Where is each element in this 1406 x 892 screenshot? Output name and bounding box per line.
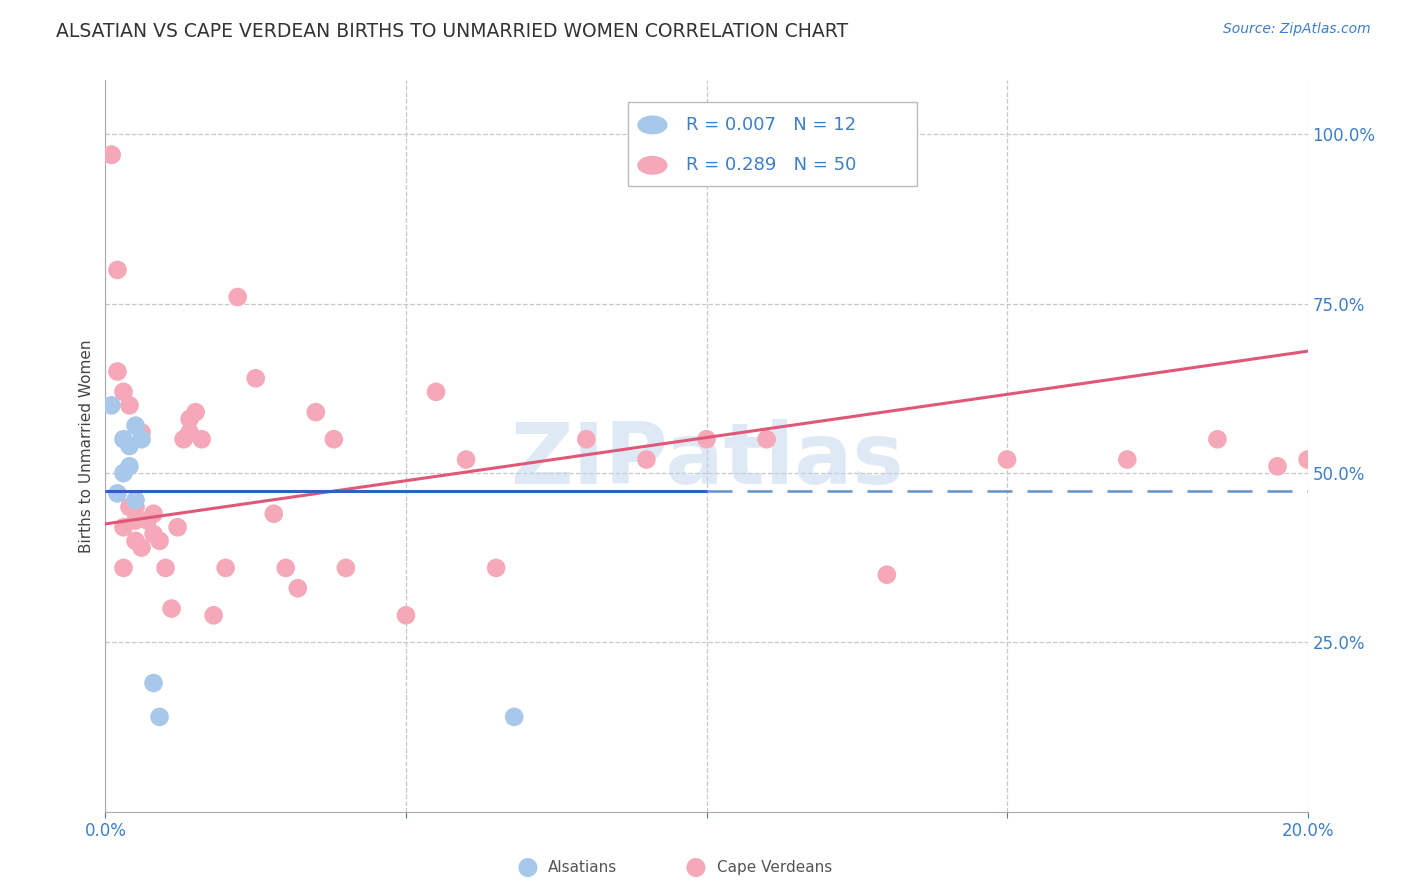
Point [503,710,526,724]
Text: R = 0.007   N = 12: R = 0.007 N = 12 [686,116,856,134]
Point [190,432,212,446]
Point [107,486,129,500]
Point [214,561,236,575]
Point [136,514,159,528]
Y-axis label: Births to Unmarried Women: Births to Unmarried Women [79,339,94,553]
Point [425,384,447,399]
Point [131,425,153,440]
Text: Alsatians: Alsatians [548,860,617,874]
Point [305,405,328,419]
Text: ●: ● [685,855,707,879]
Point [112,466,135,480]
Circle shape [638,156,666,174]
Point [1296,452,1319,467]
Point [485,561,508,575]
Point [226,290,249,304]
Point [112,520,135,534]
Point [118,439,141,453]
Point [202,608,225,623]
Point [112,384,135,399]
Point [322,432,344,446]
Point [118,500,141,514]
Point [395,608,418,623]
Point [166,520,188,534]
Point [184,405,207,419]
Point [100,148,122,162]
Point [755,432,778,446]
Point [142,676,165,690]
Point [995,452,1018,467]
Point [131,432,153,446]
Circle shape [638,116,666,134]
Point [274,561,297,575]
Point [142,507,165,521]
Point [142,527,165,541]
Point [1206,432,1229,446]
Point [100,398,122,412]
Point [131,541,153,555]
Point [112,432,135,446]
Point [575,432,598,446]
Point [173,432,195,446]
Point [118,459,141,474]
Point [148,533,170,548]
Point [179,412,201,426]
Point [1116,452,1139,467]
Point [179,425,201,440]
Text: Source: ZipAtlas.com: Source: ZipAtlas.com [1223,22,1371,37]
Point [160,601,183,615]
Point [1267,459,1289,474]
Point [148,710,170,724]
Point [876,567,898,582]
Point [287,581,309,595]
Point [124,500,146,514]
Text: ZIPatlas: ZIPatlas [509,419,904,502]
Point [118,398,141,412]
Text: ●: ● [516,855,538,879]
Point [124,493,146,508]
Text: Cape Verdeans: Cape Verdeans [717,860,832,874]
Point [124,533,146,548]
Point [335,561,357,575]
Point [112,561,135,575]
Point [124,418,146,433]
Point [245,371,267,385]
Point [155,561,177,575]
Point [454,452,477,467]
Point [636,452,658,467]
Point [124,514,146,528]
Point [100,148,122,162]
Point [696,432,718,446]
FancyBboxPatch shape [628,103,917,186]
Text: R = 0.289   N = 50: R = 0.289 N = 50 [686,156,856,174]
Text: ALSATIAN VS CAPE VERDEAN BIRTHS TO UNMARRIED WOMEN CORRELATION CHART: ALSATIAN VS CAPE VERDEAN BIRTHS TO UNMAR… [56,22,848,41]
Point [107,263,129,277]
Point [263,507,285,521]
Point [107,364,129,378]
